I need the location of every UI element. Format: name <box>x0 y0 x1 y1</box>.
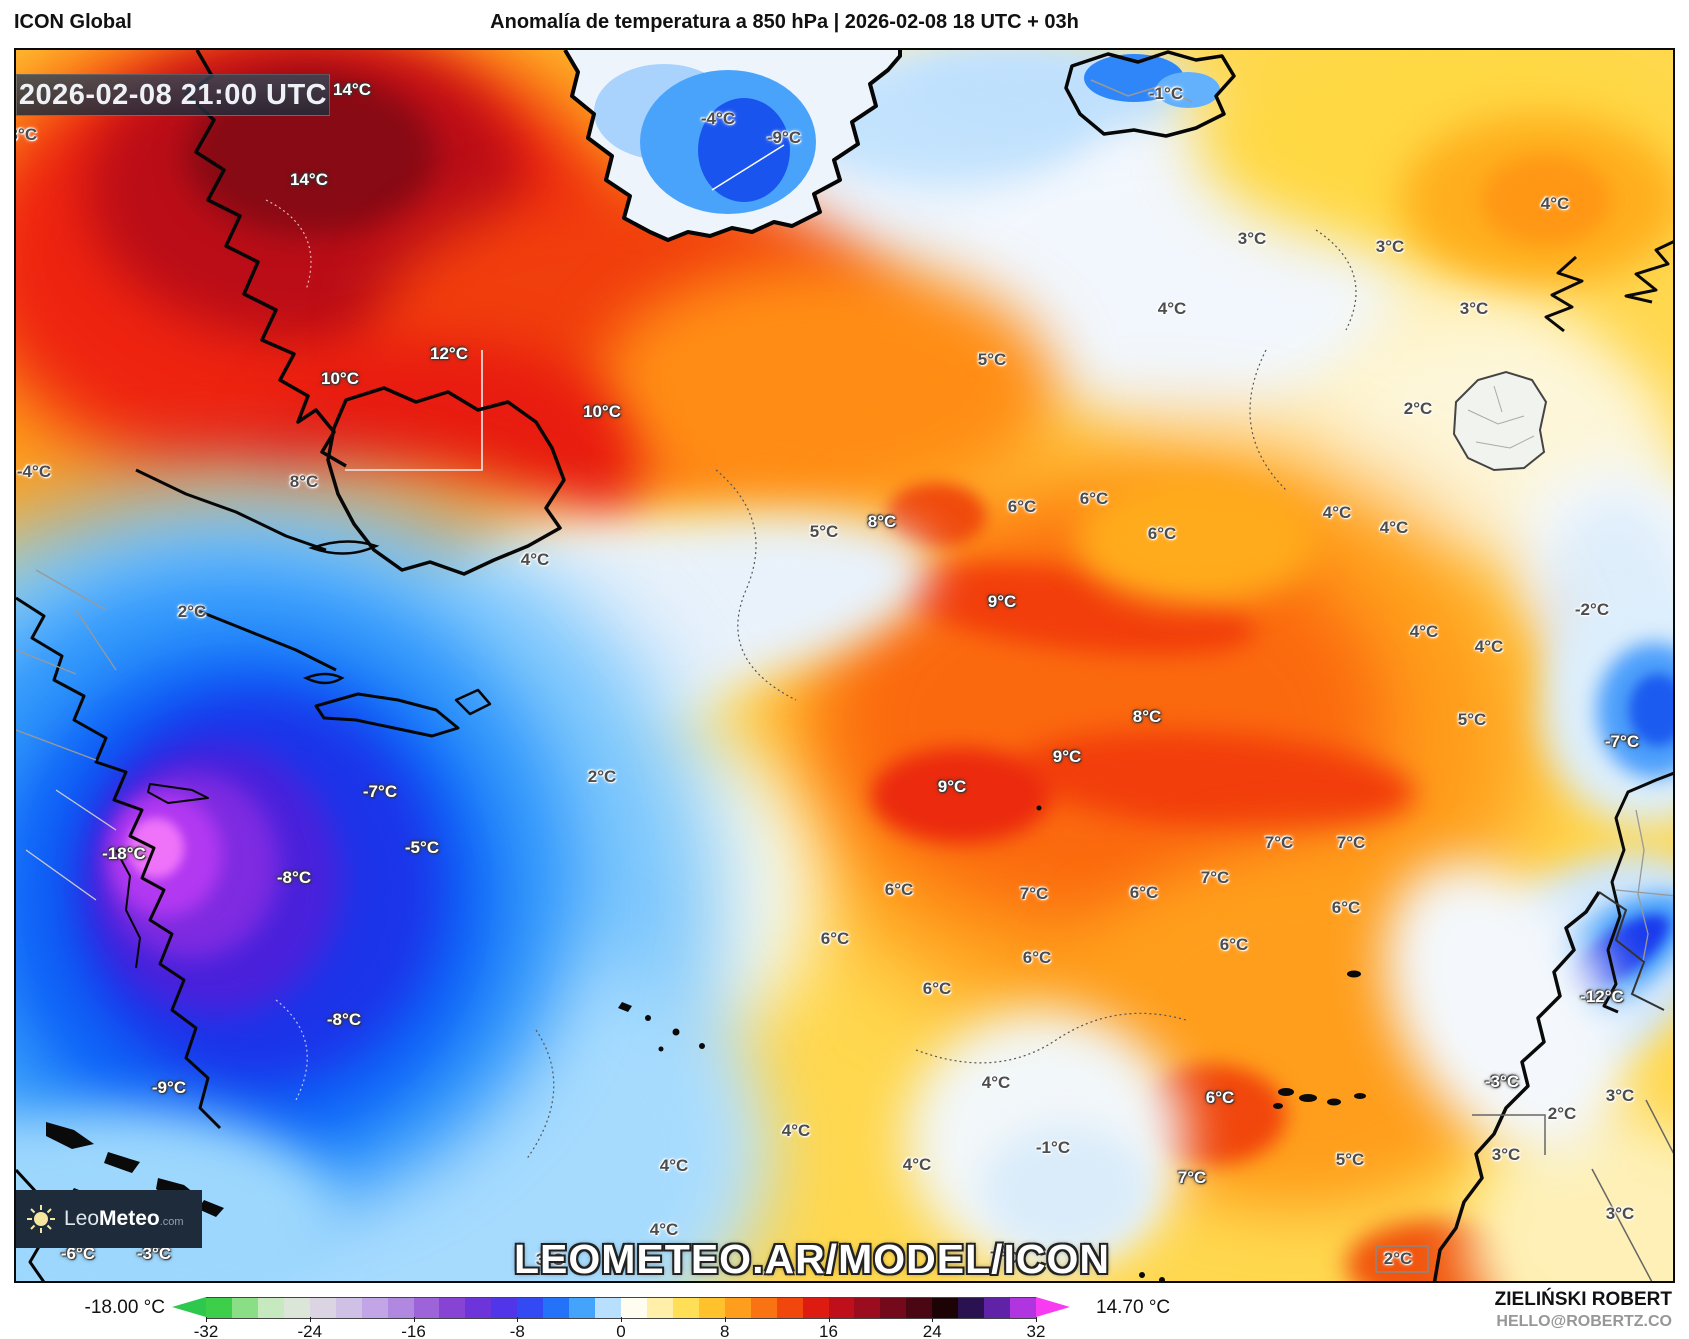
colorbar-segment <box>257 1298 284 1318</box>
colorbar-tick-label: -16 <box>401 1322 426 1339</box>
colorbar-segment <box>1010 1298 1036 1318</box>
map-inset-box <box>1375 1245 1429 1273</box>
colorbar-segment <box>854 1298 881 1318</box>
colorbar-segment <box>595 1298 621 1318</box>
colorbar-segment <box>387 1298 414 1318</box>
contour-lines <box>265 199 1357 1161</box>
colorbar-segment <box>569 1298 596 1318</box>
colorbar-segment <box>724 1298 751 1318</box>
colorbar-segment <box>543 1298 570 1318</box>
colorbar-tick <box>309 1317 311 1322</box>
africa-coastline <box>1375 891 1673 1281</box>
colorbar-segment <box>984 1298 1011 1318</box>
colorbar-tick <box>621 1317 622 1322</box>
colorbar-segment <box>361 1298 388 1318</box>
colorbar-segment <box>206 1298 232 1318</box>
colorbar-right-arrow <box>1036 1297 1070 1317</box>
colorbar-segment <box>517 1298 544 1318</box>
colorbar-segment <box>283 1298 310 1318</box>
model-name: ICON Global <box>14 11 132 33</box>
logo-text: LeoMeteo.com <box>64 1207 184 1230</box>
ireland-landmass <box>1452 370 1548 472</box>
colorbar-tick-label: -24 <box>297 1322 323 1339</box>
colorbar-min-label: -18.00 °C <box>84 1297 165 1318</box>
colorbar-tick <box>206 1317 207 1322</box>
azores-islands <box>618 1002 705 1052</box>
colorbar-segment <box>802 1298 829 1318</box>
canary-madeira-islands <box>1139 970 1366 1281</box>
colorbar-segment <box>828 1298 855 1318</box>
valid-time-overlay: 2026-02-08 21:00 UTC <box>16 74 330 116</box>
colorbar-left-arrow <box>172 1297 206 1317</box>
header-bar: ICON Global Anomalía de temperatura a 85… <box>0 0 1689 48</box>
state-borders <box>16 569 117 901</box>
page-title: Anomalía de temperatura a 850 hPa | 2026… <box>490 11 1079 33</box>
colorbar-tick <box>828 1317 830 1322</box>
iberia-coastline <box>1602 771 1673 1014</box>
colorbar-segment <box>750 1298 777 1318</box>
colorbar-segment <box>958 1298 985 1318</box>
province-border <box>345 350 483 471</box>
colorbar-tick-label: 8 <box>720 1322 730 1339</box>
colorbar-tick <box>517 1317 519 1322</box>
leometeo-logo: LeoMeteo.com <box>16 1190 202 1248</box>
colorbar-segment <box>309 1298 336 1318</box>
colorbar-segment <box>439 1298 466 1318</box>
author-credit: ZIELIŃSKI ROBERT <box>1494 1289 1672 1310</box>
iceland-landmass <box>1064 50 1236 138</box>
colorbar-segment <box>698 1298 725 1318</box>
newfoundland-coastline <box>326 386 566 576</box>
colorbar-segment <box>491 1298 518 1318</box>
colorbar-segment <box>906 1298 933 1318</box>
nova-scotia-coastline <box>314 688 492 738</box>
label-leader-line <box>711 144 785 191</box>
colorbar-segment <box>776 1298 803 1318</box>
colorbar-segment <box>932 1298 959 1318</box>
colorbar-segment <box>621 1298 647 1318</box>
colorbar-strip: -18.00 °C 14.70 °C ZIELIŃSKI ROBERT HELL… <box>0 1283 1689 1339</box>
colorbar-segment <box>231 1298 258 1318</box>
colorbar-tick <box>413 1317 415 1322</box>
colorbar-tick <box>1036 1317 1037 1322</box>
colorbar-tick-label: 0 <box>616 1322 626 1339</box>
bermuda-island <box>1036 805 1042 811</box>
prince-edward-island <box>302 672 345 685</box>
colorbar <box>172 1297 1070 1319</box>
watermark: LEOMETEO.AR/MODEL/ICON <box>514 1236 1110 1282</box>
colorbar-tick-label: 24 <box>922 1322 942 1339</box>
temperature-anomaly-map: 14°C 14°C 12°C 10°C 10°C 8°C 9°C 9°C 9°C 8°C -18°C… <box>14 48 1675 1283</box>
colorbar-tick-label: -8 <box>509 1322 525 1339</box>
great-britain-fragments <box>1544 240 1673 333</box>
author-email: HELLO@ROBERTZ.CO <box>1496 1313 1672 1330</box>
anticosti-island <box>308 540 380 555</box>
colorbar-max-label: 14.70 °C <box>1096 1297 1171 1318</box>
colorbar-gradient <box>206 1297 1036 1319</box>
us-east-coastline <box>16 596 222 1281</box>
greenland-landmass <box>563 50 902 242</box>
coastlines-overlay <box>16 50 1673 1281</box>
labrador-coastline <box>135 50 347 672</box>
colorbar-tick-label: 32 <box>1026 1322 1046 1339</box>
colorbar-segment <box>413 1298 440 1318</box>
colorbar-tick <box>932 1317 934 1322</box>
colorbar-segment <box>646 1298 673 1318</box>
colorbar-segment <box>335 1298 362 1318</box>
colorbar-tick <box>724 1317 726 1322</box>
colorbar-tick-label: -32 <box>193 1322 219 1339</box>
colorbar-segment <box>880 1298 907 1318</box>
sun-icon <box>27 1205 55 1233</box>
colorbar-segment <box>672 1298 699 1318</box>
colorbar-segment <box>465 1298 492 1318</box>
colorbar-tick-label: 16 <box>819 1322 838 1339</box>
